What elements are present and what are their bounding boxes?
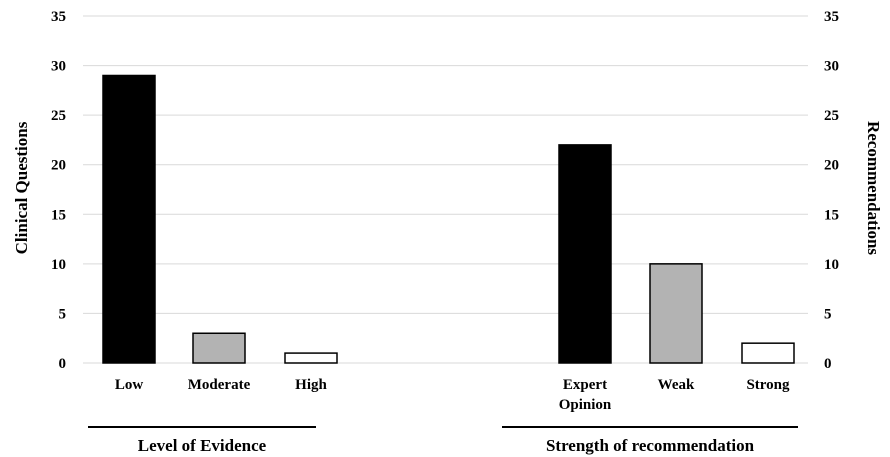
left-tick-label: 20 [51, 158, 66, 174]
left-tick-label: 25 [51, 108, 66, 124]
left-tick-label: 10 [51, 257, 66, 273]
bar [741, 342, 795, 364]
bar [102, 74, 156, 364]
category-label: Moderate [188, 377, 251, 393]
bars [102, 74, 795, 364]
left-tick-label: 5 [59, 306, 67, 322]
bar [284, 352, 338, 364]
left-tick-label: 35 [51, 9, 66, 25]
group-title: Level of Evidence [138, 436, 267, 455]
bar [558, 144, 612, 364]
group-titles: Level of Evidence Strength of recommendat… [88, 426, 798, 455]
bar [192, 332, 246, 364]
right-tick-label: 5 [824, 306, 832, 322]
right-tick-label: 25 [824, 108, 839, 124]
left-tick-label: 15 [51, 207, 66, 223]
right-tick-label: 35 [824, 9, 839, 25]
left-tick-label: 0 [59, 356, 67, 372]
group-title: Strength of recommendation [546, 436, 755, 455]
category-label: Strong [746, 377, 790, 393]
left-y-axis-title: Clinical Questions [12, 121, 31, 254]
category-label: High [295, 377, 327, 393]
left-y-axis-ticks: 0 5 10 15 20 25 30 35 [51, 9, 66, 372]
right-tick-label: 15 [824, 207, 839, 223]
right-tick-label: 10 [824, 257, 839, 273]
right-y-axis-ticks: 0 5 10 15 20 25 30 35 [824, 9, 839, 372]
category-label: Low [115, 377, 144, 393]
category-label: Weak [658, 377, 695, 393]
category-label: Expert [563, 377, 607, 393]
left-tick-label: 30 [51, 59, 66, 75]
bar [649, 263, 703, 364]
right-tick-label: 20 [824, 158, 839, 174]
category-labels: Low Moderate High Expert Opinion Weak Strong [115, 377, 790, 413]
right-tick-label: 0 [824, 356, 832, 372]
right-tick-label: 30 [824, 59, 839, 75]
gridlines [83, 15, 808, 364]
right-y-axis-title: Recommendations [864, 121, 883, 255]
category-label: Opinion [559, 397, 612, 413]
